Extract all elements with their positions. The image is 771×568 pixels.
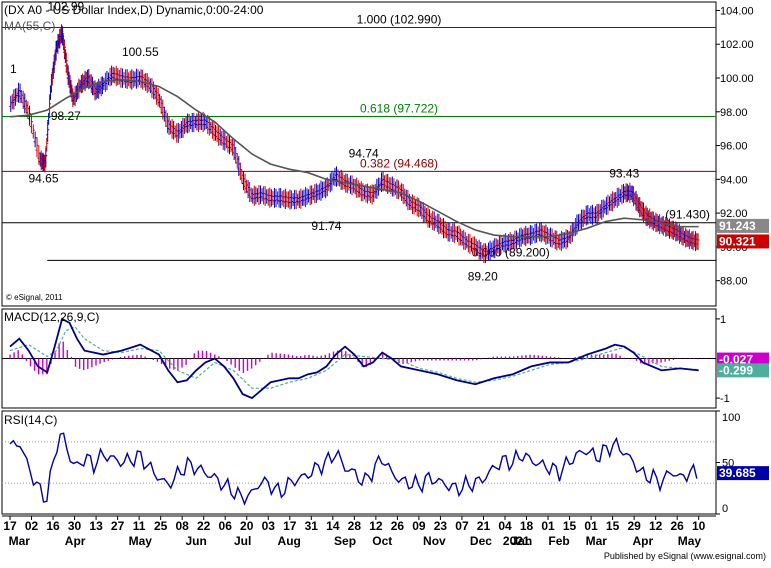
x-day-label: 25 [154, 519, 168, 533]
x-month-label: Mar [9, 534, 31, 548]
x-day-label: 07 [455, 519, 469, 533]
x-day-label: 16 [46, 519, 60, 533]
rsi-ytick-label: 100 [722, 412, 740, 424]
hline-label: 1.000 (102.990) [357, 13, 442, 27]
price-annotation: 94.65 [28, 172, 58, 186]
x-month-label: Sep [334, 534, 356, 548]
price-annotation: 89.20 [468, 270, 498, 284]
x-day-label: 04 [498, 519, 512, 533]
macd-label: MACD(12,26,9,C) [4, 310, 99, 324]
x-day-label: 17 [3, 519, 17, 533]
price-annotation: 91.74 [311, 219, 341, 233]
x-month-label: Apr [633, 534, 654, 548]
price-annotation: 1 [10, 62, 17, 76]
rsi-label: RSI(14,C) [4, 413, 57, 427]
x-day-label: 11 [133, 519, 146, 533]
rsi-value-tag [717, 466, 769, 481]
macd-ytick-label: 1 [720, 314, 726, 326]
hline-label: 0.618 (97.722) [360, 101, 438, 115]
macd-value-tag [717, 352, 769, 367]
x-day-label: 26 [391, 519, 405, 533]
x-day-label: 09 [412, 519, 426, 533]
rsi-panel-frame [1, 410, 717, 515]
x-month-label: Jun [185, 534, 206, 548]
x-month-label: May [678, 534, 702, 548]
x-day-label: 17 [283, 519, 297, 533]
chart-title: (DX A0 - US Dollar Index,D) Dynamic,0:00… [4, 3, 264, 17]
ma-label: MA(55,C) [4, 19, 55, 33]
macd-value-tag-text: -0.027 [719, 353, 753, 367]
x-day-label: 10 [692, 519, 706, 533]
x-day-label: 06 [219, 519, 233, 533]
x-day-label: 31 [305, 519, 319, 533]
x-day-label: 14 [326, 519, 340, 533]
macd-signal-line [9, 326, 699, 389]
x-day-label: 01 [584, 519, 598, 533]
x-day-label: 02 [25, 519, 39, 533]
x-month-label: Apr [65, 534, 86, 548]
x-month-label: Jan [512, 534, 533, 548]
price-ytick-label: 104.00 [720, 5, 754, 17]
price-ytick-label: 96.00 [720, 141, 748, 153]
x-day-label: 22 [197, 519, 211, 533]
price-ytick-label: 94.00 [720, 174, 748, 186]
x-day-label: 26 [670, 519, 684, 533]
x-day-label: 15 [606, 519, 620, 533]
x-day-label: 01 [541, 519, 555, 533]
x-day-label: 12 [369, 519, 383, 533]
copyright-text: © eSignal, 2011 [6, 293, 63, 302]
x-day-label: 20 [240, 519, 254, 533]
price-ytick-label: 102.00 [720, 39, 754, 51]
x-month-label: May [129, 534, 153, 548]
x-month-label: Oct [372, 534, 392, 548]
price-value-tag-text: 90.321 [719, 234, 756, 248]
x-day-label: 23 [434, 519, 448, 533]
macd-value-tag [717, 363, 769, 378]
rsi-value-tag-text: 39.685 [719, 466, 756, 480]
x-month-label: Aug [278, 534, 301, 548]
price-annotation: 98.27 [51, 109, 81, 123]
price-value-tag-text: 91.243 [719, 219, 756, 233]
x-day-label: 12 [649, 519, 663, 533]
hline-label: (91.430) [665, 208, 710, 222]
macd-line [9, 317, 699, 400]
ma-line [9, 78, 699, 238]
price-value-tag [717, 234, 769, 249]
macd-ytick-label: -1 [720, 393, 730, 405]
price-ytick-label: 92.00 [720, 208, 748, 220]
publisher-text: Published by eSignal (www.esignal.com) [604, 551, 766, 561]
x-day-label: 13 [89, 519, 103, 533]
x-day-label: 18 [520, 519, 534, 533]
rsi-ytick-label: 0 [722, 503, 728, 515]
x-day-label: 28 [348, 519, 362, 533]
price-annotation: 94.74 [349, 146, 379, 160]
x-day-label: 29 [627, 519, 641, 533]
price-ytick-label: 98.00 [720, 107, 748, 119]
hline-label: 0.382 (94.468) [360, 156, 438, 170]
x-month-label: 2021 [503, 534, 530, 548]
x-day-label: 30 [68, 519, 82, 533]
price-panel-frame [1, 1, 717, 307]
x-month-label: Feb [548, 534, 569, 548]
x-month-label: Nov [423, 534, 446, 548]
rsi-line [9, 432, 698, 506]
x-day-label: 21 [477, 519, 491, 533]
price-annotation: 100.55 [122, 45, 159, 59]
macd-value-tag-text: -0.299 [719, 363, 753, 377]
x-day-label: 27 [111, 519, 125, 533]
price-annotation: 102.99 [47, 0, 84, 13]
x-day-label: 15 [563, 519, 577, 533]
x-day-label: 03 [262, 519, 276, 533]
x-month-label: Mar [586, 534, 608, 548]
price-ytick-label: 100.00 [720, 73, 754, 85]
x-month-label: Dec [470, 534, 492, 548]
price-annotation: 93.43 [609, 167, 639, 181]
price-value-tag [717, 218, 769, 233]
x-month-label: Jul [234, 534, 251, 548]
x-day-label: 08 [175, 519, 189, 533]
price-ytick-label: 88.00 [720, 276, 748, 288]
